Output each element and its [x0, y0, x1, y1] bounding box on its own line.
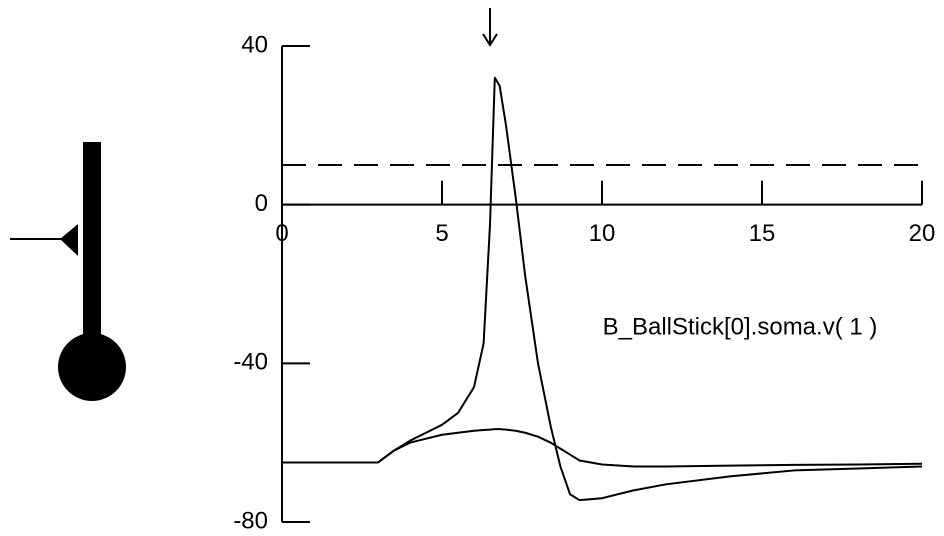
y-tick-label: 0 [255, 190, 268, 217]
synapse [60, 224, 78, 256]
dendrite [83, 142, 101, 338]
x-tick-label: 10 [589, 220, 616, 247]
y-tick-label: 40 [241, 31, 268, 58]
y-tick-label: -40 [233, 349, 268, 376]
x-tick-label: 15 [749, 220, 776, 247]
trace-label: B_BallStick[0].soma.v( 1 ) [603, 313, 878, 340]
ball-stick-diagram [10, 142, 126, 401]
x-tick-label: 20 [909, 220, 936, 247]
y-tick-label: -80 [233, 507, 268, 534]
x-tick-label: 0 [275, 220, 288, 247]
x-tick-label: 5 [435, 220, 448, 247]
soma [58, 333, 126, 401]
voltage-trace [282, 76, 923, 502]
stimulus-arrow [482, 8, 498, 47]
voltage-trace [282, 428, 923, 468]
